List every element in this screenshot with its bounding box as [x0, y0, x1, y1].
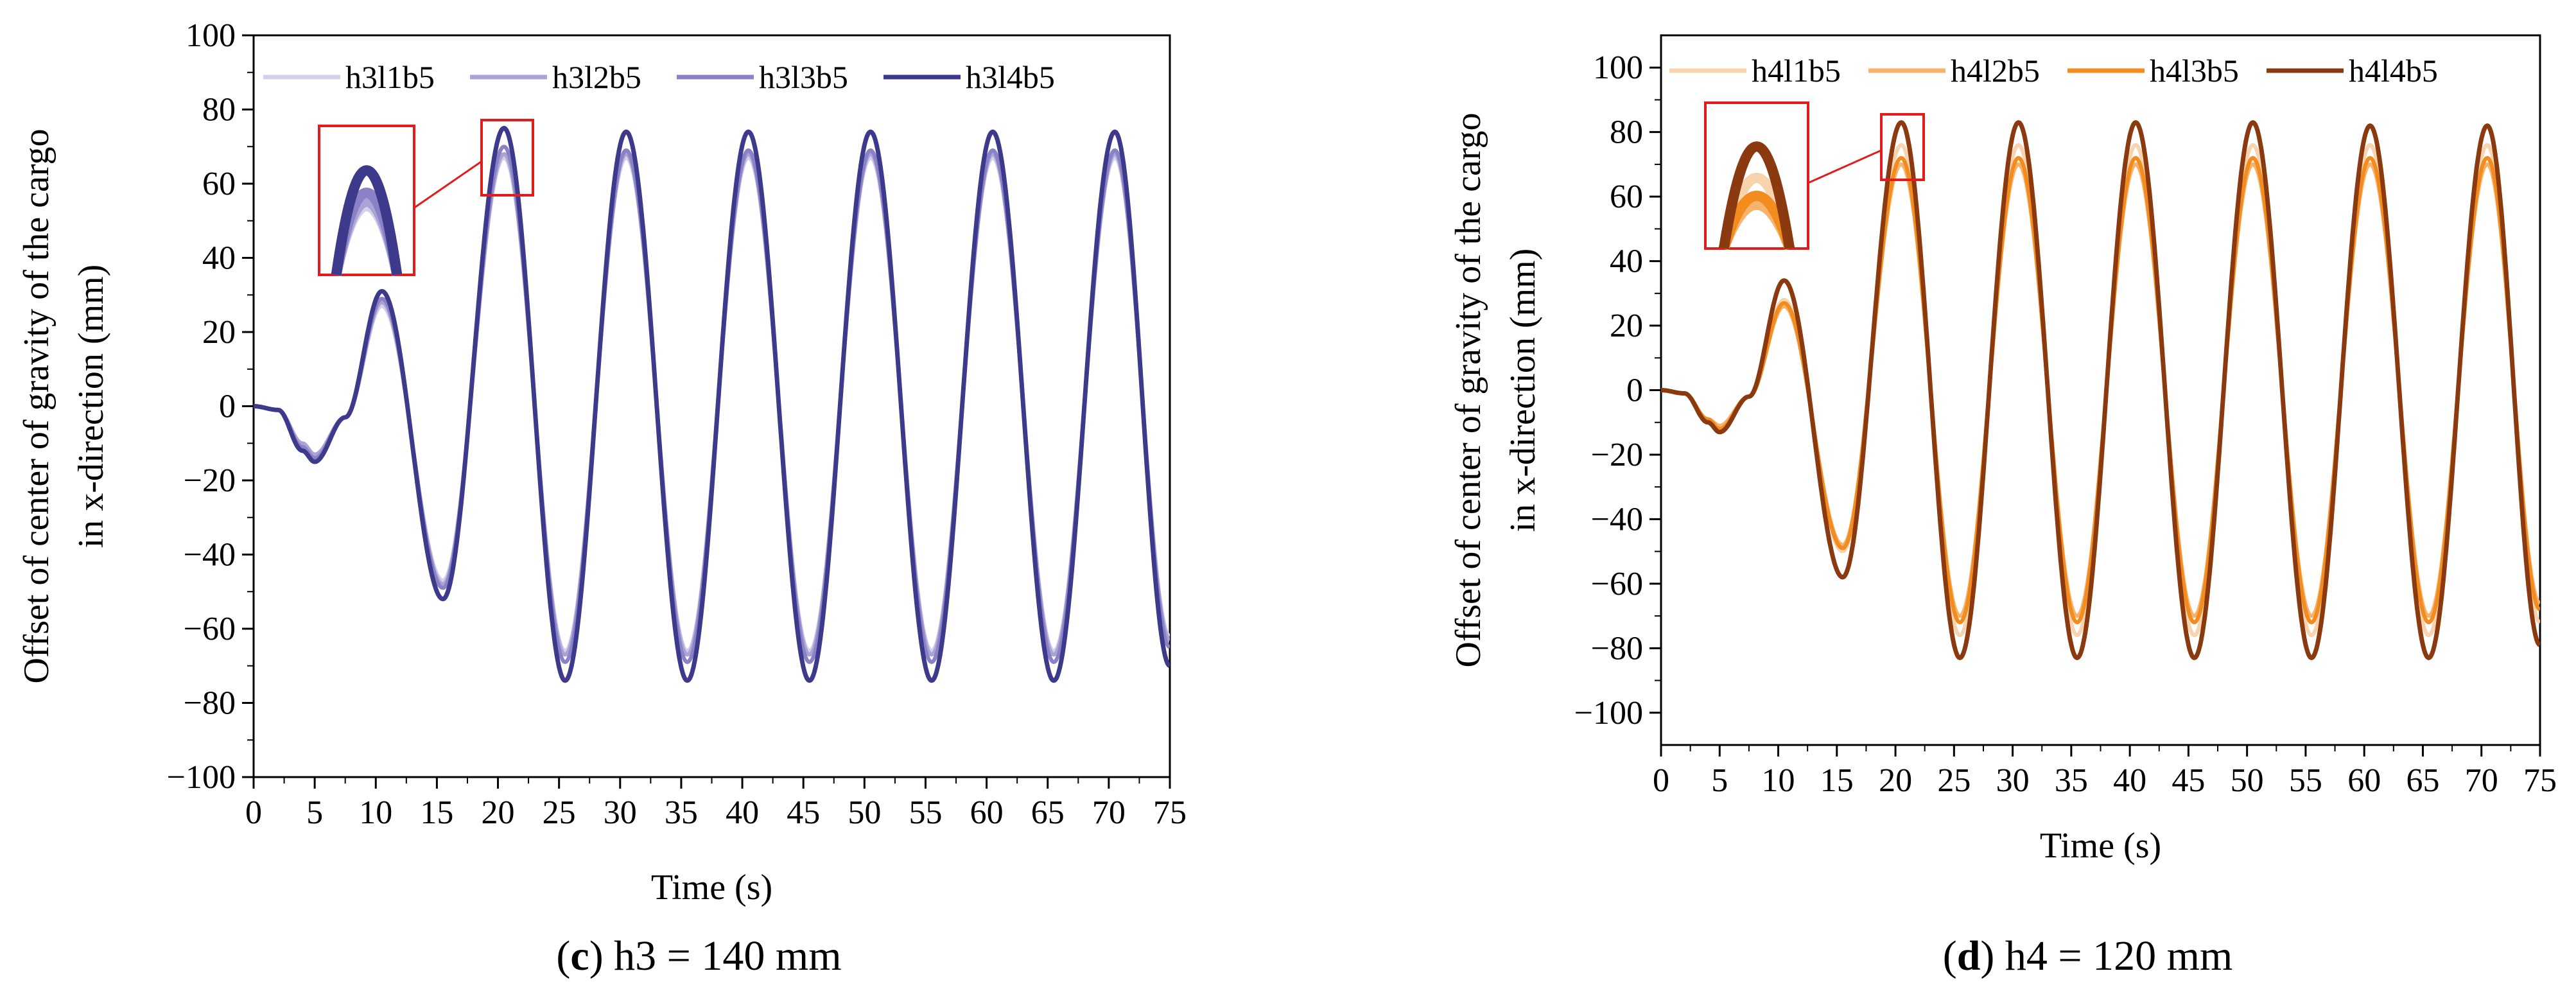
x-axis-title: Time (s) — [651, 868, 772, 907]
y-tick-label-0: 0 — [1626, 372, 1643, 409]
x-tick-label-40: 40 — [2113, 762, 2146, 799]
y-tick-label-60: 60 — [1610, 179, 1643, 215]
caption-close-paren: ) — [1980, 933, 2005, 979]
caption-open-paren: ( — [1943, 933, 1957, 979]
x-tick-label-0: 0 — [1653, 762, 1669, 799]
y-tick-label--80: −80 — [184, 685, 236, 722]
caption-description: h3 = 140 mm — [614, 933, 841, 979]
y-tick-label-80: 80 — [202, 92, 236, 128]
legend-label-h3l2b5: h3l2b5 — [552, 59, 641, 95]
x-tick-label-30: 30 — [1996, 762, 2030, 799]
x-tick-label-40: 40 — [726, 794, 759, 831]
caption-open-paren: ( — [556, 933, 570, 979]
x-tick-label-45: 45 — [2171, 762, 2205, 799]
series-line-h3l4b5 — [254, 125, 1170, 683]
series-group — [254, 125, 1170, 683]
y-tick-label-40: 40 — [202, 240, 236, 277]
x-tick-label-0: 0 — [245, 794, 262, 831]
x-tick-label-20: 20 — [482, 794, 515, 831]
x-tick-label-70: 70 — [2465, 762, 2498, 799]
legend-label-h4l3b5: h4l3b5 — [2150, 53, 2239, 89]
y-tick-label--20: −20 — [1591, 437, 1643, 473]
x-tick-label-75: 75 — [1153, 794, 1187, 831]
x-tick-label-5: 5 — [1711, 762, 1728, 799]
x-tick-label-15: 15 — [420, 794, 453, 831]
y-tick-label--40: −40 — [184, 537, 236, 574]
x-tick-label-5: 5 — [306, 794, 323, 831]
y-axis-title-line-1: Offset of center of gravity of the cargo — [1449, 112, 1488, 667]
panel-caption: (d) h4 = 120 mm — [1943, 933, 2233, 979]
x-tick-label-50: 50 — [2231, 762, 2264, 799]
x-tick-label-65: 65 — [1031, 794, 1065, 831]
y-tick-label--100: −100 — [1574, 695, 1643, 731]
x-tick-label-10: 10 — [359, 794, 392, 831]
x-tick-label-25: 25 — [543, 794, 576, 831]
caption-letter: c — [570, 933, 589, 979]
y-tick-label-20: 20 — [1610, 308, 1643, 344]
zoom-connector-line — [413, 161, 482, 209]
x-tick-label-30: 30 — [604, 794, 637, 831]
zoom-inset-content — [331, 165, 403, 276]
caption-close-paren: ) — [589, 933, 614, 979]
x-tick-label-25: 25 — [1937, 762, 1971, 799]
x-tick-label-55: 55 — [909, 794, 942, 831]
zoom-inset-curve-h3l4b5 — [331, 165, 403, 276]
y-tick-label--80: −80 — [1591, 630, 1643, 667]
panel-caption: (c) h3 = 140 mm — [556, 933, 841, 979]
zoom-marker-box — [480, 119, 534, 197]
y-tick-label-20: 20 — [202, 314, 236, 351]
y-tick-label-100: 100 — [186, 17, 236, 54]
x-axis-title: Time (s) — [2040, 826, 2161, 866]
y-axis-title-line-2: in x-direction (mm) — [71, 265, 111, 548]
x-tick-label-60: 60 — [2347, 762, 2381, 799]
y-tick-label--60: −60 — [1591, 566, 1643, 602]
series-line-h4l4b5 — [1661, 120, 2540, 660]
chart-panel-d: 0 5 10 15 20 25 30 35 40 45 50 55 60 65 70 75 −100 −80 −60… — [1449, 34, 2557, 979]
x-tick-label-20: 20 — [1879, 762, 1912, 799]
legend-label-h4l1b5: h4l1b5 — [1752, 53, 1841, 89]
y-tick-label--40: −40 — [1591, 501, 1643, 538]
y-tick-label--60: −60 — [184, 611, 236, 647]
y-tick-label--100: −100 — [167, 759, 236, 796]
y-axis-title-line-1: Offset of center of gravity of the cargo — [17, 128, 57, 683]
x-tick-label-70: 70 — [1092, 794, 1126, 831]
y-tick-label-0: 0 — [219, 389, 236, 425]
caption-description: h4 = 120 mm — [2005, 933, 2232, 979]
zoom-connector-line — [1807, 149, 1882, 184]
y-tick-label-100: 100 — [1593, 49, 1643, 86]
zoom-inset-curve-h4l4b5 — [1718, 141, 1795, 250]
x-tick-label-35: 35 — [665, 794, 698, 831]
caption-letter: d — [1957, 933, 1981, 979]
y-axis-title-line-2: in x-direction (mm) — [1503, 249, 1543, 532]
x-tick-label-75: 75 — [2523, 762, 2557, 799]
legend-label-h3l4b5: h3l4b5 — [966, 59, 1055, 95]
x-tick-label-15: 15 — [1820, 762, 1854, 799]
x-tick-label-35: 35 — [2055, 762, 2088, 799]
legend-label-h3l3b5: h3l3b5 — [759, 59, 848, 95]
series-group — [1661, 120, 2540, 660]
y-tick-label-80: 80 — [1610, 114, 1643, 151]
x-tick-label-55: 55 — [2289, 762, 2322, 799]
x-tick-label-50: 50 — [848, 794, 881, 831]
x-tick-label-10: 10 — [1762, 762, 1795, 799]
legend-label-h4l2b5: h4l2b5 — [1951, 53, 2040, 89]
y-tick-label-40: 40 — [1610, 243, 1643, 280]
zoom-inset-content — [1718, 141, 1795, 250]
y-tick-label-60: 60 — [202, 166, 236, 202]
x-tick-label-60: 60 — [970, 794, 1004, 831]
legend-label-h3l1b5: h3l1b5 — [345, 59, 435, 95]
legend-label-h4l4b5: h4l4b5 — [2349, 53, 2438, 89]
zoom-marker-box — [1880, 113, 1925, 181]
chart-panel-c: 0 5 10 15 20 25 30 35 40 45 50 55 60 65 70 75 −100 −80 −60… — [17, 17, 1187, 979]
x-tick-label-65: 65 — [2406, 762, 2439, 799]
x-tick-label-45: 45 — [787, 794, 820, 831]
y-tick-label--20: −20 — [184, 462, 236, 499]
